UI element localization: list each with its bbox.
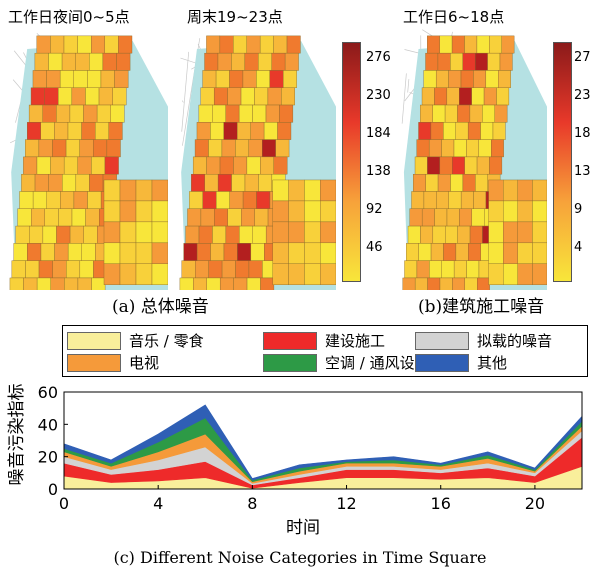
caption-overall-noise: (a) 总体噪音 bbox=[112, 297, 209, 317]
legend-label: 音乐 / 零食 bbox=[129, 332, 204, 350]
stacked-area-chart: 0 20 40 60 0 4 8 12 16 20 时间 噪音污染指标 (c) Different No… bbox=[7, 383, 583, 567]
legend-swatch bbox=[415, 354, 469, 372]
legend-label: 空调 / 通风设备 bbox=[325, 354, 430, 372]
colorbar-b-tick: 9 bbox=[574, 202, 583, 217]
map-title-1: 工作日夜间0~5点 bbox=[8, 8, 130, 26]
colorbar-overall bbox=[342, 42, 361, 282]
colorbar-b-tick: 23 bbox=[574, 88, 591, 103]
map-panel-weekday-day bbox=[401, 28, 547, 290]
colorbar-a-tick: 230 bbox=[366, 88, 391, 103]
chart-caption: (c) Different Noise Categories in Time S… bbox=[113, 548, 486, 567]
legend-label: 拟载的噪音 bbox=[477, 332, 553, 350]
colorbar-a-tick: 184 bbox=[366, 126, 391, 141]
plot-frame bbox=[63, 391, 583, 490]
chart-legend: 音乐 / 零食 建设施工 拟载的噪音 电视 空调 / 通风设备 其他 bbox=[62, 325, 588, 377]
colorbar-construction bbox=[553, 42, 572, 282]
y-tick-label: 40 bbox=[38, 415, 58, 434]
y-tick-label: 0 bbox=[48, 480, 58, 499]
map-panel-weekday-night bbox=[8, 28, 168, 290]
colorbar-b-tick: 13 bbox=[574, 164, 591, 179]
y-tick-label: 20 bbox=[38, 448, 58, 467]
x-tick-label: 16 bbox=[431, 494, 451, 513]
legend-swatch bbox=[263, 354, 317, 372]
legend-label: 其他 bbox=[477, 354, 508, 372]
legend-swatch bbox=[263, 332, 317, 350]
legend-label: 建设施工 bbox=[325, 332, 386, 350]
x-axis-label: 时间 bbox=[286, 518, 320, 538]
colorbar-b-tick: 4 bbox=[574, 240, 583, 255]
y-tick-label: 60 bbox=[38, 383, 58, 402]
colorbar-b-tick: 27 bbox=[574, 50, 591, 65]
legend-label: 电视 bbox=[129, 354, 160, 372]
x-tick-label: 20 bbox=[525, 494, 545, 513]
x-tick-label: 0 bbox=[59, 494, 69, 513]
legend-swatch bbox=[67, 332, 121, 350]
legend-swatch bbox=[67, 354, 121, 372]
x-tick-label: 12 bbox=[336, 494, 356, 513]
colorbar-b-tick: 18 bbox=[574, 126, 591, 141]
caption-construction-noise: (b)建筑施工噪音 bbox=[418, 297, 545, 317]
map-title-3: 工作日6~18点 bbox=[403, 8, 505, 26]
colorbar-a-tick: 92 bbox=[366, 202, 383, 217]
y-axis-label: 噪音污染指标 bbox=[7, 384, 27, 486]
x-tick-label: 8 bbox=[247, 494, 257, 513]
colorbar-a-tick: 138 bbox=[366, 164, 391, 179]
colorbar-a-tick: 276 bbox=[366, 50, 391, 65]
legend-swatch bbox=[415, 332, 469, 350]
x-tick-label: 4 bbox=[153, 494, 163, 513]
map-panel-weekend-evening bbox=[178, 28, 336, 290]
colorbar-a-tick: 46 bbox=[366, 240, 383, 255]
map-title-2: 周末19~23点 bbox=[187, 8, 283, 26]
